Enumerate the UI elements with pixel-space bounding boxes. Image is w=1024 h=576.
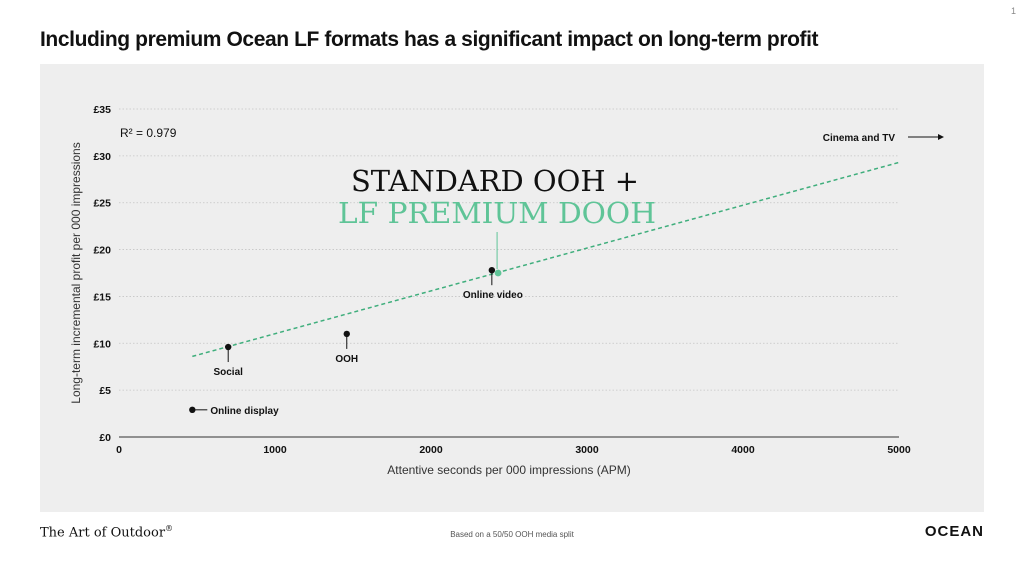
slide-title: Including premium Ocean LF formats has a…: [40, 28, 819, 51]
x-tick-label: 1000: [263, 444, 287, 456]
arrow-right-icon: [938, 134, 944, 140]
callout-line-2: LF PREMIUM DOOH: [338, 196, 656, 230]
data-point-label: OOH: [335, 354, 358, 365]
x-axis-title: Attentive seconds per 000 impressions (A…: [387, 463, 630, 477]
data-point: [189, 406, 196, 414]
data-point-label: Social: [213, 367, 243, 378]
x-tick-label: 5000: [887, 444, 911, 456]
data-point: [225, 343, 232, 351]
trendline: [192, 161, 900, 358]
footer-brand-left: The Art of Outdoor®: [40, 524, 173, 540]
data-point-label: Online display: [210, 406, 279, 417]
x-tick-label: 2000: [419, 444, 443, 456]
y-tick-label: £25: [93, 198, 111, 210]
x-tick-label: 3000: [575, 444, 599, 456]
y-tick-label: £0: [99, 432, 111, 444]
y-tick-label: £10: [93, 338, 111, 350]
footer-brand-left-text: The Art of Outdoor: [40, 525, 166, 541]
y-tick-label: £15: [93, 291, 111, 303]
data-point-label: Online video: [463, 290, 523, 301]
highlight-point: [494, 269, 502, 277]
y-tick-label: £30: [93, 151, 111, 163]
scatter-chart: £0 £5 £10 £15 £20 £25 £30 £35 0 1000 2000 3000 4000 5…: [69, 104, 944, 477]
y-tick-label: £20: [93, 245, 111, 257]
data-point: [343, 330, 350, 338]
x-tick-label: 4000: [731, 444, 755, 456]
footer-brand-right: OCEAN: [924, 523, 984, 540]
cinema-tv-label: Cinema and TV: [823, 133, 896, 144]
y-axis-title: Long-term incremental profit per 000 imp…: [69, 142, 83, 403]
footer-note: Based on a 50/50 OOH media split: [450, 530, 574, 539]
page-number: 1: [1010, 6, 1016, 16]
data-point: [488, 266, 496, 274]
y-tick-label: £5: [99, 385, 111, 397]
callout-line-1: STANDARD OOH +: [351, 164, 639, 198]
footer-brand-left-mark: ®: [165, 524, 174, 533]
r-squared-label: R² = 0.979: [120, 126, 177, 140]
chart-panel: £0 £5 £10 £15 £20 £25 £30 £35 0 1000 2000 3000 4000 5…: [40, 64, 984, 512]
y-tick-label: £35: [93, 104, 111, 116]
x-tick-label: 0: [116, 444, 122, 456]
